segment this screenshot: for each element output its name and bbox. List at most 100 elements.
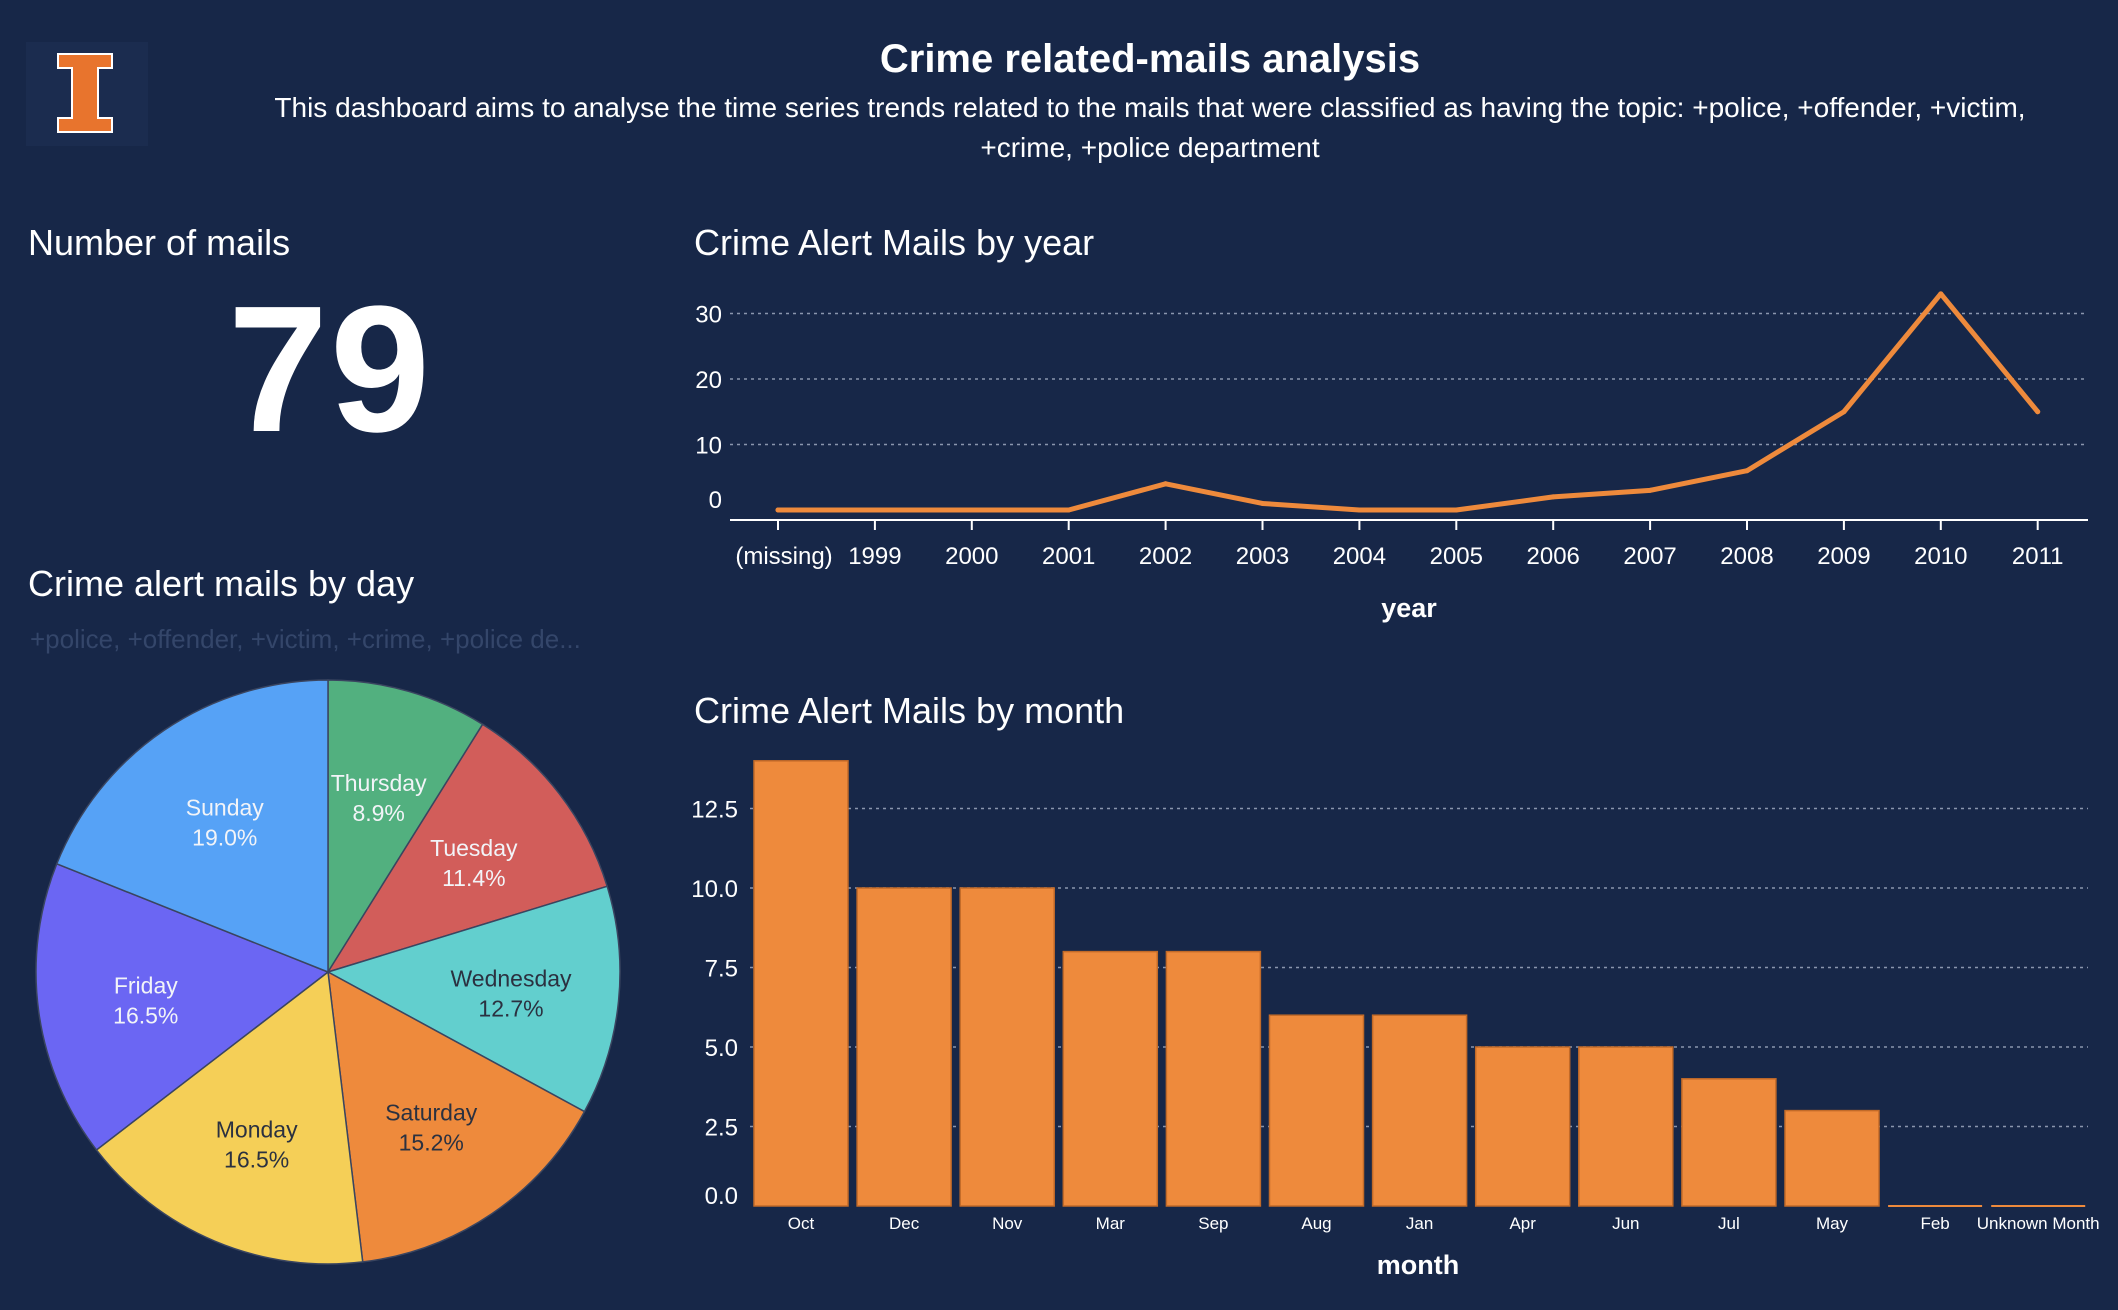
bar-x-tick-label: Jun <box>1612 1214 1639 1233</box>
pie-percent-monday: 16.5% <box>224 1147 289 1173</box>
line-point-2005 <box>1453 507 1459 513</box>
pie-percent-tuesday: 11.4% <box>442 865 506 891</box>
bar-x-tick-label: Aug <box>1301 1214 1331 1233</box>
pie-percent-saturday: 15.2% <box>399 1129 464 1155</box>
university-logo <box>26 42 148 146</box>
line-point-2000 <box>969 507 975 513</box>
pie-slice-sunday <box>55 679 329 974</box>
pie-percent-sunday: 19.0% <box>192 825 257 851</box>
line-x-tick-label: 2005 <box>1430 543 1483 570</box>
bar-x-tick-label: Jul <box>1718 1214 1740 1233</box>
bar-x-tick-label: Jan <box>1406 1214 1433 1233</box>
line-point-missing <box>775 507 781 513</box>
pie-panel-title: Crime alert mails by day <box>28 563 415 604</box>
pie-label-saturday: Saturday <box>385 1099 478 1125</box>
pie-label-thursday: Thursday <box>331 770 427 796</box>
pie-panel-subtitle: +police, +offender, +victim, +crime, +po… <box>30 624 581 654</box>
bar-apr <box>1474 1046 1571 1207</box>
line-series-year <box>775 291 2041 513</box>
pie-percent-friday: 16.5% <box>113 1002 178 1028</box>
bar-panel-title: Crime Alert Mails by month <box>694 690 1125 731</box>
dashboard-title: Crime related-mails analysis <box>879 37 1421 81</box>
line-x-tick-label: 2004 <box>1333 543 1386 570</box>
pie-percent-thursday: 8.9% <box>352 800 404 826</box>
line-point-2007 <box>1647 487 1653 493</box>
pie-percent-wednesday: 12.7% <box>478 995 543 1021</box>
pie-slice-monday <box>95 970 364 1265</box>
pie-label-tuesday: Tuesday <box>430 835 518 861</box>
line-x-tick-label: 2008 <box>1720 543 1773 570</box>
bar-mar <box>1062 950 1159 1207</box>
day-pie-chart[interactable]: Thursday 8.9% Tuesday 11.4% Wednesday 12.7% Sa… <box>0 660 660 1300</box>
bar-x-tick-label: Unknown Month <box>1977 1214 2100 1233</box>
line-point-2002 <box>1163 481 1169 487</box>
line-panel-title: Crime Alert Mails by year <box>694 222 1095 263</box>
line-point-2010 <box>1938 291 1944 297</box>
bar-may <box>1784 1109 1880 1207</box>
bar-x-tick-label: Apr <box>1509 1214 1536 1233</box>
bar-jul <box>1681 1078 1777 1207</box>
bar-nov <box>959 887 1055 1207</box>
bar-x-tick-label: Feb <box>1920 1214 1949 1233</box>
bar-sep <box>1165 950 1262 1207</box>
bar-y-tick-label: 0.0 <box>705 1183 738 1210</box>
pie-label-friday: Friday <box>114 972 178 998</box>
line-x-tick-label: 2001 <box>1042 543 1095 570</box>
bar-y-tick-label: 2.5 <box>705 1115 738 1142</box>
line-x-tick-label: 2002 <box>1139 543 1192 570</box>
line-point-2001 <box>1066 507 1072 513</box>
line-x-tick-label: 2003 <box>1236 543 1289 570</box>
bar-x-tick-label: Dec <box>889 1214 920 1233</box>
kpi-title: Number of mails <box>28 222 291 263</box>
bar-x-tick-label: May <box>1816 1214 1849 1233</box>
pie-slice-tuesday <box>326 723 609 974</box>
line-point-2004 <box>1356 507 1362 513</box>
bar-y-tick-label: 10.0 <box>691 876 738 903</box>
pie-label-monday: Monday <box>216 1117 298 1143</box>
bar-jun <box>1578 1046 1674 1207</box>
bar-oct <box>753 760 849 1207</box>
line-point-2008 <box>1744 468 1750 474</box>
bar-jan <box>1371 1014 1468 1207</box>
bar-y-tick-label: 7.5 <box>705 956 738 983</box>
dashboard-header: Crime related-mails analysis This dashbo… <box>200 30 2100 168</box>
pie-slice-wednesday <box>326 885 621 1113</box>
bar-y-tick-label: 12.5 <box>691 797 738 824</box>
pie-label-wednesday: Wednesday <box>451 965 573 991</box>
bar-x-tick-label: Mar <box>1096 1214 1126 1233</box>
bar-dec <box>856 887 952 1207</box>
line-point-2011 <box>2035 409 2041 415</box>
line-x-tick-label: 2011 <box>2012 543 2064 570</box>
line-point-2003 <box>1260 500 1265 506</box>
bar-y-tick-label: 5.0 <box>705 1035 738 1062</box>
line-point-2006 <box>1550 494 1556 500</box>
line-x-tick-label: (missing) <box>735 543 832 570</box>
line-y-tick-label: 20 <box>695 367 722 394</box>
line-x-tick-label: 2007 <box>1623 543 1676 570</box>
bar-aug <box>1268 1014 1365 1207</box>
bar-x-tick-label: Sep <box>1198 1214 1228 1233</box>
line-point-1999 <box>872 507 878 513</box>
line-x-tick-label: 1999 <box>848 543 901 570</box>
line-x-tick-label: 2006 <box>1527 543 1580 570</box>
bar-x-tick-label: Nov <box>992 1214 1023 1233</box>
line-x-tick-label: 2010 <box>1914 543 1967 570</box>
pie-label-sunday: Sunday <box>186 795 265 821</box>
line-point-2009 <box>1841 409 1847 415</box>
line-y-tick-label: 0 <box>709 487 722 514</box>
bar-x-axis-title: month <box>1377 1250 1459 1280</box>
line-y-tick-label: 30 <box>695 302 722 329</box>
line-x-tick-label: 2000 <box>945 543 998 570</box>
pie-slice-friday <box>35 862 330 1151</box>
kpi-value: 79 <box>227 269 433 470</box>
pie-slice-thursday <box>327 679 484 975</box>
dashboard-description: This dashboard aims to analyse the time … <box>274 92 2026 163</box>
line-x-axis-title: year <box>1381 593 1437 623</box>
bar-x-tick-label: Oct <box>788 1214 815 1233</box>
line-y-tick-label: 10 <box>695 433 722 460</box>
block-i-logo-icon <box>57 53 113 133</box>
line-x-tick-label: 2009 <box>1817 543 1870 570</box>
pie-slice-saturday <box>327 970 586 1263</box>
